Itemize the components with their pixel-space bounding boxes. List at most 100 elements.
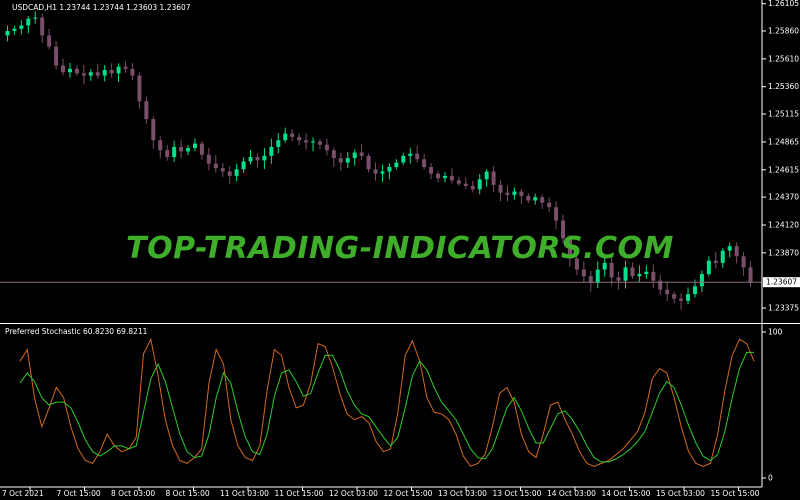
- candle: [158, 136, 163, 159]
- candle: [324, 138, 329, 156]
- current-price-box: [763, 277, 800, 288]
- candle: [540, 194, 545, 209]
- time-tick-label: 7 Oct 2021: [2, 489, 44, 498]
- candle: [248, 149, 253, 165]
- price-tick-label: 1.24615: [768, 165, 799, 174]
- candle: [345, 151, 350, 168]
- candle: [172, 140, 177, 162]
- candle: [241, 157, 246, 174]
- candle: [581, 261, 586, 284]
- candle: [422, 153, 427, 170]
- candle: [366, 153, 371, 173]
- candle: [199, 141, 204, 160]
- candle: [102, 64, 107, 82]
- indicator-info-label: Preferred Stochastic 60.8230 69.8211: [5, 327, 148, 336]
- price-tick-label: 1.24120: [768, 220, 799, 229]
- candle: [5, 25, 10, 42]
- time-tick-label: 12 Oct 15:00: [384, 489, 433, 498]
- candle: [123, 61, 128, 73]
- candle: [699, 270, 704, 293]
- time-tick-label: 14 Oct 15:00: [602, 489, 651, 498]
- price-tick-label: 1.24865: [768, 137, 799, 146]
- candle: [484, 169, 489, 187]
- candle: [12, 25, 17, 35]
- candle: [720, 248, 725, 268]
- candle: [449, 168, 454, 184]
- stochastic-pane[interactable]: [19, 337, 755, 467]
- current-price-label: 1.23607: [766, 278, 797, 287]
- candle: [290, 129, 295, 142]
- candle: [26, 15, 31, 34]
- time-tick-label: 11 Oct 15:00: [275, 489, 324, 498]
- candle: [741, 251, 746, 276]
- candle: [477, 173, 482, 195]
- candle: [456, 177, 461, 186]
- candle: [491, 166, 496, 193]
- time-tick-label: 14 Oct 03:00: [547, 489, 596, 498]
- candle: [436, 171, 441, 183]
- candle: [609, 255, 614, 286]
- time-tick-label: 13 Oct 15:00: [493, 489, 542, 498]
- candle: [283, 127, 288, 143]
- candle: [547, 197, 552, 212]
- candle: [505, 185, 510, 202]
- candle: [561, 214, 566, 244]
- candle: [109, 63, 114, 78]
- time-tick-label: 15 Oct 15:00: [711, 489, 760, 498]
- candle: [54, 41, 59, 70]
- candle: [67, 62, 72, 78]
- candle: [713, 252, 718, 269]
- candle: [151, 116, 156, 149]
- candle: [415, 145, 420, 163]
- candle: [179, 139, 184, 159]
- candle: [429, 162, 434, 180]
- candle: [352, 149, 357, 166]
- candle: [220, 162, 225, 178]
- candle: [526, 193, 531, 204]
- candle: [408, 147, 413, 164]
- candle: [394, 159, 399, 170]
- candle: [40, 13, 45, 43]
- candle: [380, 164, 385, 182]
- time-tick-label: 8 Oct 03:00: [111, 489, 155, 498]
- candle: [61, 58, 66, 76]
- stoch-series-signal: [19, 351, 754, 463]
- price-tick-label: 1.25860: [768, 26, 799, 35]
- candle: [137, 72, 142, 109]
- candle: [262, 147, 267, 170]
- time-tick-label: 8 Oct 15:00: [166, 489, 210, 498]
- candle: [595, 261, 600, 288]
- candle: [686, 287, 691, 305]
- candle: [658, 275, 663, 295]
- candle: [19, 20, 24, 35]
- candle: [512, 187, 517, 200]
- candle: [130, 63, 135, 81]
- candle: [602, 257, 607, 277]
- candle: [74, 65, 79, 76]
- candle: [81, 64, 86, 85]
- candle: [234, 164, 239, 182]
- price-pane[interactable]: [0, 11, 762, 310]
- time-tick-label: 7 Oct 15:00: [57, 489, 101, 498]
- candle: [186, 144, 191, 156]
- candle: [498, 180, 503, 202]
- candle: [47, 28, 52, 50]
- candle: [359, 144, 364, 160]
- candle: [373, 162, 378, 181]
- candle: [672, 291, 677, 304]
- candle: [227, 166, 232, 184]
- candle: [734, 242, 739, 264]
- price-tick-label: 1.26105: [768, 0, 799, 8]
- candle: [116, 63, 121, 83]
- candle: [338, 152, 343, 171]
- price-tick-label: 1.23375: [768, 304, 799, 313]
- time-tick-label: 15 Oct 03:00: [656, 489, 705, 498]
- candle: [748, 261, 753, 288]
- candle: [574, 251, 579, 276]
- candle: [567, 235, 572, 267]
- candle: [616, 271, 621, 290]
- candle: [387, 163, 392, 180]
- candle: [304, 133, 309, 150]
